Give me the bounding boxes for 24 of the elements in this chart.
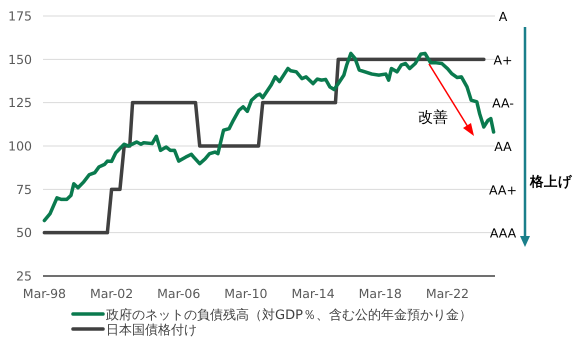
annotation: 改善 [418,108,448,126]
annotation: AA [494,139,512,154]
x-tick-label: Mar-06 [157,286,200,301]
annotation: AAA [490,226,517,241]
annotation: AA+ [489,182,517,198]
legend-label: 日本国債格付け [106,323,197,338]
y-tick-label: 150 [8,52,32,67]
y-tick-label: 50 [16,225,32,240]
legend-label: 政府のネットの負債残高（対GDP％、含む公的年金預かり金） [106,307,472,323]
y-tick-label: 175 [8,8,32,24]
y-tick-label: 25 [16,268,32,284]
x-tick-label: Mar-98 [22,286,66,301]
annotation: A+ [493,52,513,68]
x-tick-label: Mar-10 [224,286,268,301]
x-tick-label: Mar-14 [291,286,335,301]
annotation: AA- [492,96,514,111]
text: 格上げ [529,174,573,190]
y-tick-label: 100 [8,138,32,154]
x-tick-label: Mar-22 [426,286,470,301]
x-tick-label: Mar-18 [358,286,402,301]
y-tick-label: 125 [8,95,32,110]
x-tick-label: Mar-02 [90,286,134,301]
y-tick-label: 75 [16,182,32,197]
text: A [498,9,508,24]
